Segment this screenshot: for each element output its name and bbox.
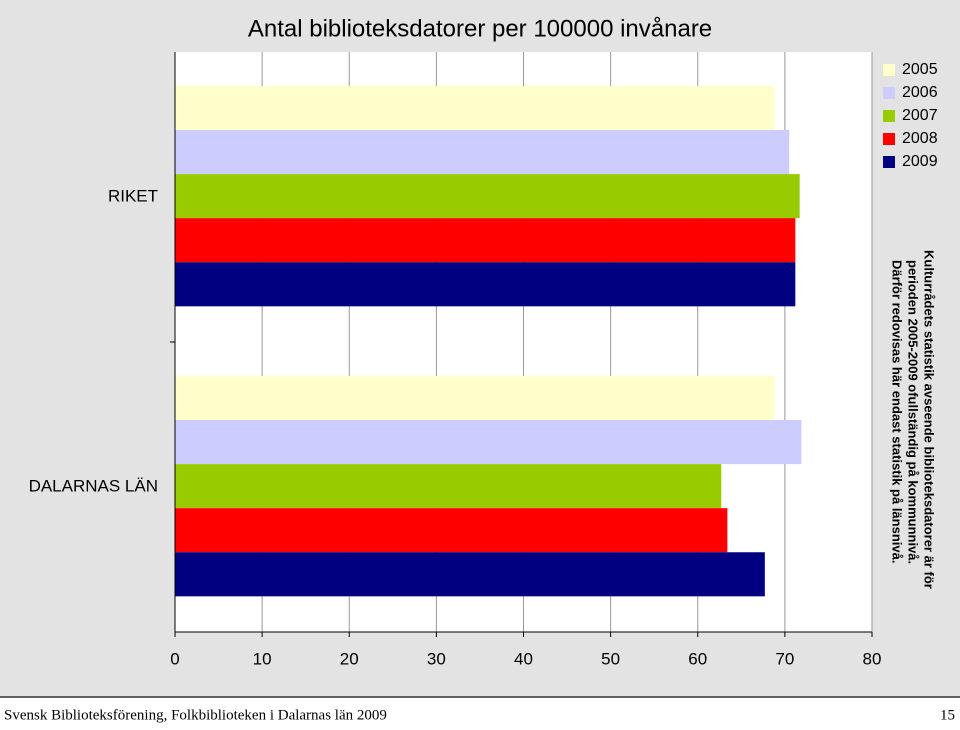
- x-tick-label: 0: [170, 649, 179, 668]
- bar: [175, 218, 796, 263]
- legend-label: 2009: [902, 153, 938, 170]
- legend-swatch: [883, 87, 895, 99]
- bar: [175, 552, 765, 597]
- footer-text: Svensk Biblioteksförening, Folkbibliotek…: [4, 707, 387, 723]
- annotation-line: Kulturrådets statistik avseende bibliote…: [922, 250, 937, 589]
- legend-label: 2006: [902, 84, 938, 101]
- bar: [175, 464, 722, 509]
- bar: [175, 375, 775, 421]
- x-tick-label: 30: [427, 649, 446, 668]
- x-tick-label: 70: [775, 649, 794, 668]
- annotation: Kulturrådets statistik avseende bibliote…: [890, 250, 937, 589]
- x-tick-label: 40: [514, 649, 533, 668]
- x-tick-label: 80: [863, 649, 882, 668]
- bar: [175, 174, 800, 219]
- legend-swatch: [883, 133, 895, 145]
- legend-swatch: [883, 156, 895, 168]
- x-tick-label: 10: [253, 649, 272, 668]
- bar: [175, 85, 775, 131]
- x-tick-label: 50: [601, 649, 620, 668]
- bar: [175, 420, 802, 465]
- x-tick-label: 20: [340, 649, 359, 668]
- bar: [175, 262, 796, 307]
- legend-label: 2005: [902, 61, 938, 78]
- bar: [175, 130, 790, 175]
- legend-swatch: [883, 64, 895, 76]
- legend-label: 2007: [902, 107, 938, 124]
- x-tick-label: 60: [688, 649, 707, 668]
- annotation-line: Därför redovisas här endast statistik på…: [890, 260, 905, 563]
- y-tick-label: RIKET: [108, 186, 158, 205]
- page-number: 15: [940, 707, 955, 723]
- legend-label: 2008: [902, 130, 938, 147]
- legend-swatch: [883, 110, 895, 122]
- annotation-line: perioden 2005-2009 ofullständig på kommu…: [906, 260, 921, 564]
- y-tick-label: DALARNAS LÄN: [29, 476, 158, 495]
- chart-title: Antal biblioteksdatorer per 100000 invån…: [248, 15, 712, 42]
- bar: [175, 508, 728, 553]
